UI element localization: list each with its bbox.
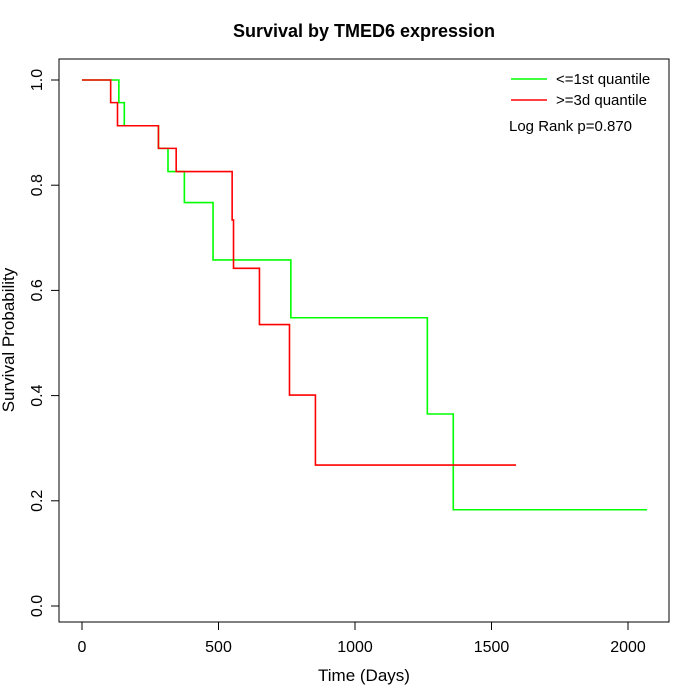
y-tick-label: 0.8 — [29, 174, 46, 196]
x-axis: 0 500 1000 1500 2000 — [78, 621, 646, 656]
y-tick-label: 1.0 — [29, 69, 46, 91]
legend: <=1st quantile >=3d quantile — [511, 71, 650, 109]
legend-label: >=3d quantile — [556, 92, 647, 109]
plot-frame — [58, 58, 670, 623]
y-tick-label: 0.0 — [29, 595, 46, 617]
series-line-1 — [82, 79, 648, 511]
x-tick-label: 1500 — [474, 639, 510, 656]
x-axis-label: Time (Days) — [318, 666, 410, 685]
y-tick-label: 0.6 — [29, 279, 46, 301]
x-tick-label: 500 — [205, 639, 232, 656]
y-axis: 0.0 0.2 0.4 0.6 0.8 1.0 — [29, 69, 60, 617]
series-line-2 — [82, 79, 517, 466]
series-group — [82, 79, 648, 511]
y-tick-label: 0.2 — [29, 490, 46, 512]
legend-label: <=1st quantile — [556, 71, 650, 88]
x-tick-label: 1000 — [337, 639, 373, 656]
y-axis-label: Survival Probability — [0, 267, 18, 412]
chart-title: Survival by TMED6 expression — [233, 21, 495, 41]
log-rank-annotation: Log Rank p=0.870 — [509, 118, 632, 135]
x-tick-label: 2000 — [610, 639, 646, 656]
y-tick-label: 0.4 — [29, 384, 46, 406]
x-tick-label: 0 — [78, 639, 87, 656]
